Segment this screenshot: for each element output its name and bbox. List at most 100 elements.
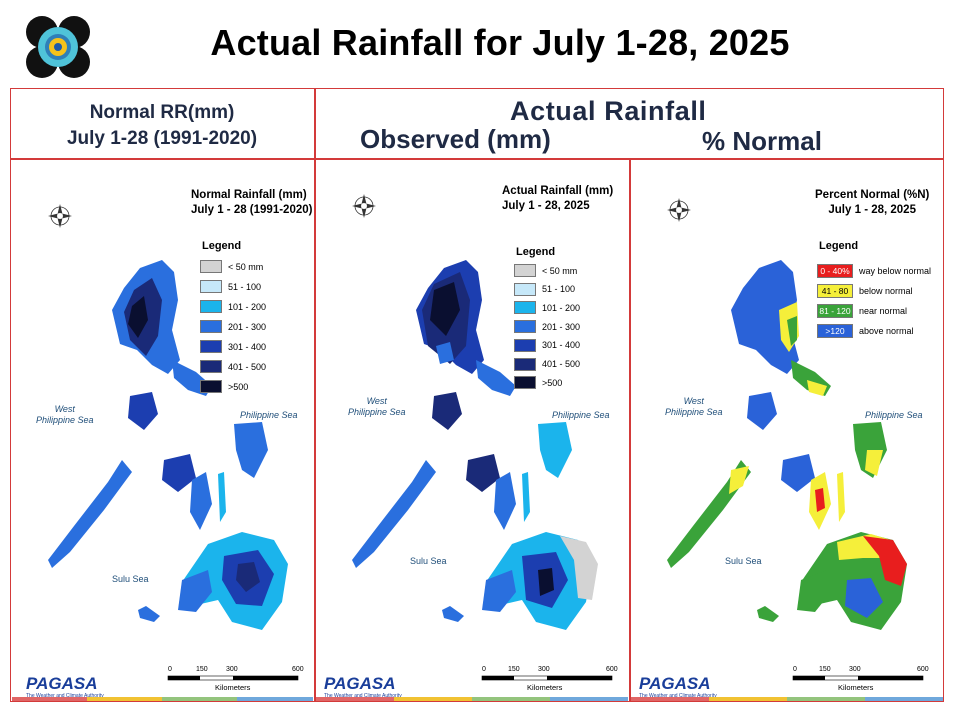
legend-label: 101 - 200 [228, 301, 267, 312]
sulu-sea-label: Sulu Sea [725, 556, 762, 566]
observed-header: Observed (mm) [360, 124, 551, 154]
color-strip-2 [87, 697, 162, 701]
color-strip-4 [865, 697, 943, 701]
scale-tick-600: 600 [606, 666, 618, 673]
color-strip-3 [162, 697, 237, 701]
west-sea-line2: Philippine Sea [36, 415, 94, 425]
legend-label: 401 - 500 [542, 359, 581, 369]
legend-title: Legend [202, 240, 242, 252]
normal-header-line2: July 1-28 (1991-2020) [66, 128, 258, 149]
legend-swatch: 0 - 40% [817, 264, 853, 278]
samar-yellow [865, 450, 883, 476]
pagasa-tagline: The Weather and Climate Authority [639, 693, 717, 699]
legend-swatch [514, 264, 536, 277]
legend-item: 41 - 80 below normal [817, 284, 913, 298]
scale-unit: Kilometers [527, 683, 563, 692]
pagasa-tagline: The Weather and Climate Authority [26, 693, 104, 699]
scale-tick-0: 0 [168, 666, 172, 673]
mindoro [747, 392, 777, 430]
legend-swatch [200, 340, 222, 353]
legend-swatch [514, 357, 536, 371]
legend-swatch [200, 280, 222, 293]
panel-frame [10, 88, 944, 702]
bicol [476, 360, 516, 396]
legend-swatch: >120 [817, 324, 853, 338]
palawan [48, 460, 132, 568]
scale-tick-300: 300 [849, 666, 861, 673]
mindanao-blue [845, 578, 883, 618]
normal-header-line1: Normal RR(mm) [89, 102, 235, 123]
legend-item: >120 above normal [817, 324, 914, 338]
philippine-sea-label: Philippine Sea [865, 410, 923, 420]
legend-label: 201 - 300 [542, 321, 581, 332]
philippine-sea-label: Philippine Sea [240, 410, 298, 420]
mindanao-east-red [863, 536, 907, 586]
legend-label: < 50 mm [228, 261, 264, 272]
legend-item: 301 - 400 [200, 340, 266, 353]
zamboanga [482, 570, 516, 612]
sulu-islands [442, 606, 464, 622]
bicol-yellow [807, 380, 827, 396]
map-title-line1: Actual Rainfall (mm) [502, 185, 614, 197]
legend-label: 401 - 500 [228, 361, 267, 372]
legend-item: 51 - 100 [514, 282, 575, 296]
pagasa-tagline: The Weather and Climate Authority [324, 693, 402, 699]
west-sea-line2: Philippine Sea [665, 407, 723, 417]
scale-tick-150: 150 [196, 666, 208, 673]
west-sea-line2: Philippine Sea [348, 407, 406, 417]
west-philippine-sea-label: West Philippine Sea [348, 396, 406, 418]
scale-tick-300: 300 [226, 666, 238, 673]
sulu-sea-label: Sulu Sea [410, 556, 447, 566]
map-title: Normal Rainfall (mm) July 1 - 28 (1991-2… [191, 188, 312, 218]
map-title-line2: July 1 - 28, 2025 [502, 200, 590, 212]
legend-swatch [514, 338, 536, 352]
observed-rainfall-panel: Actual Rainfall (mm) July 1 - 28, 2025 L… [316, 160, 628, 701]
header-divider [10, 158, 944, 160]
legend-swatch [200, 260, 222, 273]
color-strip-2 [394, 697, 472, 701]
color-strip-1 [316, 697, 394, 701]
map-title-line2: July 1 - 28, 2025 [828, 204, 916, 216]
mindanao-peak [538, 568, 554, 596]
visayas-negros [494, 472, 516, 530]
compass-rose [667, 198, 691, 222]
samar-leyte [538, 422, 572, 478]
legend-swatch [514, 376, 536, 390]
legend-swatch [514, 282, 536, 296]
scale-tick-150: 150 [819, 666, 831, 673]
luzon-east-green [787, 316, 797, 346]
legend-item: 301 - 400 [514, 338, 581, 352]
scale-tick-0: 0 [793, 666, 797, 673]
sulu-sea-label: Sulu Sea [112, 574, 149, 584]
legend-swatch [514, 320, 536, 334]
legend-label: near normal [859, 306, 908, 316]
legend-item: >500 [200, 380, 248, 393]
color-strip-3 [472, 697, 550, 701]
scale-tick-600: 600 [292, 666, 304, 673]
page-title: Actual Rainfall for July 1-28, 2025 [210, 22, 790, 63]
west-sea-line1: West [366, 396, 387, 406]
zamboanga [178, 570, 212, 612]
scale-unit: Kilometers [215, 683, 251, 692]
visayas-negros [190, 472, 212, 530]
mindanao-peak [236, 562, 260, 592]
pagasa-logo: PAGASA [639, 674, 711, 693]
legend-item: 401 - 500 [514, 357, 581, 371]
visayas-panay [162, 454, 196, 492]
scale-bar [481, 675, 613, 681]
legend-label: 51 - 100 [228, 281, 262, 292]
legend-item: >500 [514, 376, 562, 390]
legend-label: 301 - 400 [228, 341, 267, 352]
actual-header: Actual Rainfall [510, 96, 707, 126]
legend-label: 101 - 200 [542, 302, 581, 313]
scale-unit: Kilometers [838, 683, 874, 692]
map-title-line1: Normal Rainfall (mm) [191, 189, 307, 201]
normal-rainfall-map [48, 204, 299, 681]
legend-label: 201 - 300 [228, 321, 267, 332]
legend-label: 301 - 400 [542, 340, 581, 351]
compass-rose [48, 204, 72, 228]
map-title: Actual Rainfall (mm) July 1 - 28, 2025 [502, 184, 613, 214]
west-sea-line1: West [683, 396, 704, 406]
visayas-panay [781, 454, 815, 492]
scale-tick-300: 300 [538, 666, 550, 673]
